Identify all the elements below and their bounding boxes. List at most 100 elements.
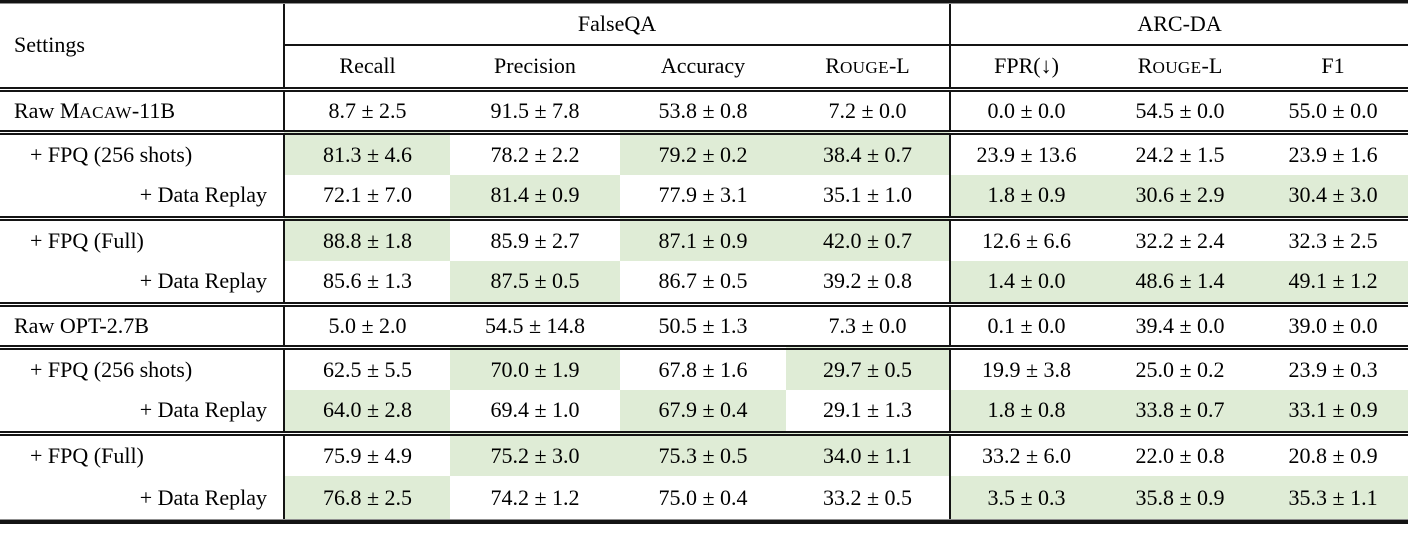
metric-cell: 76.8 ± 2.5 xyxy=(283,476,450,519)
metric-cell: 29.1 ± 1.3 xyxy=(786,390,951,436)
table-row: + Data Replay 76.8 ± 2.5 74.2 ± 1.2 75.0 ± … xyxy=(0,476,1408,519)
column-header-rouge-l-falseqa: Rouge-L xyxy=(786,45,951,92)
table-row: + Data Replay 64.0 ± 2.8 69.4 ± 1.0 67.9 ± … xyxy=(0,390,1408,436)
column-header-row: Recall Precision Accuracy Rouge-L FPR(↓)… xyxy=(0,45,1408,92)
table-row: + FPQ (256 shots) 62.5 ± 5.5 70.0 ± 1.9 67.… xyxy=(0,347,1408,390)
metric-cell: 29.7 ± 0.5 xyxy=(786,347,951,390)
metric-cell: 20.8 ± 0.9 xyxy=(1288,442,1378,468)
metric-cell: 69.4 ± 1.0 xyxy=(450,390,620,436)
table-row: + Data Replay 85.6 ± 1.3 87.5 ± 0.5 86.7 ± … xyxy=(0,261,1408,307)
metric-cell: 74.2 ± 1.2 xyxy=(490,484,580,510)
table-row: + FPQ (Full) 75.9 ± 4.9 75.2 ± 3.0 75.3 ± 0… xyxy=(0,433,1408,476)
table-body: Raw Macaw-11B 8.7 ± 2.5 91.5 ± 7.8 53.8 ± 0… xyxy=(0,89,1408,519)
settings-label: + FPQ (Full) xyxy=(0,433,284,476)
rouge-post: -L xyxy=(1201,53,1223,79)
group-header-falseqa: FalseQA xyxy=(282,4,951,46)
metric-cell: 35.8 ± 0.9 xyxy=(1102,476,1259,519)
metric-cell: 70.0 ± 1.9 xyxy=(450,347,620,390)
metric-cell: 33.8 ± 0.7 xyxy=(1102,390,1259,436)
metric-cell: 67.9 ± 0.4 xyxy=(620,390,786,436)
label-text-part: Raw OPT-2.7B xyxy=(14,312,149,338)
table-row: + FPQ (256 shots) 81.3 ± 4.6 78.2 ± 2.2 79.… xyxy=(0,132,1408,175)
metric-cell: 7.2 ± 0.0 xyxy=(786,89,951,135)
metric-cell: 55.0 ± 0.0 xyxy=(1258,89,1408,135)
table-bottom-rule xyxy=(0,519,1408,524)
metric-cell: 62.5 ± 5.5 xyxy=(283,347,450,390)
metric-cell: 42.0 ± 0.7 xyxy=(786,218,951,261)
settings-label: + Data Replay xyxy=(0,390,284,436)
metric-cell: 54.5 ± 14.8 xyxy=(450,304,620,350)
metric-cell: 23.9 ± 0.3 xyxy=(1288,356,1378,382)
metric-cell: 81.3 ± 4.6 xyxy=(283,132,450,175)
column-header-accuracy: Accuracy xyxy=(620,45,786,92)
metric-cell: 81.4 ± 0.9 xyxy=(450,175,620,221)
label-text-part: -11B xyxy=(131,97,175,123)
metric-cell: 87.1 ± 0.9 xyxy=(620,218,786,261)
metric-cell: 88.8 ± 1.8 xyxy=(283,218,450,261)
metric-cell: 23.9 ± 13.6 xyxy=(949,132,1103,175)
metric-cell: 75.9 ± 4.9 xyxy=(283,433,450,476)
metric-cell: 30.6 ± 2.9 xyxy=(1102,175,1259,221)
metric-cell: 50.5 ± 1.3 xyxy=(620,304,786,350)
metric-cell: 33.2 ± 0.5 xyxy=(822,484,913,510)
metric-cell: 67.8 ± 1.6 xyxy=(658,356,748,382)
table-row: + Data Replay 72.1 ± 7.0 81.4 ± 0.9 77.9 ± … xyxy=(0,175,1408,221)
rouge-smallcaps: ouge xyxy=(839,58,889,78)
label-text-part: + FPQ (Full) xyxy=(30,227,144,253)
table-row: Raw Macaw-11B 8.7 ± 2.5 91.5 ± 7.8 53.8 ± 0… xyxy=(0,89,1408,135)
results-table-container: Settings FalseQA ARC-DA Recall Precision… xyxy=(0,0,1408,524)
metric-cell: 0.1 ± 0.0 xyxy=(949,304,1103,350)
metric-cell: 75.0 ± 0.4 xyxy=(658,484,748,510)
label-text-part: + FPQ (Full) xyxy=(30,442,144,468)
group-header-row: Settings FalseQA ARC-DA xyxy=(0,4,1408,92)
metric-cell: 3.5 ± 0.3 xyxy=(949,476,1103,519)
metric-cell: 7.3 ± 0.0 xyxy=(786,304,951,350)
settings-label: + FPQ (Full) xyxy=(0,218,284,261)
metric-cell: 32.2 ± 2.4 xyxy=(1135,227,1225,253)
settings-label: + FPQ (256 shots) xyxy=(0,347,284,390)
metric-cell: 75.2 ± 3.0 xyxy=(450,433,620,476)
settings-label: + FPQ (256 shots) xyxy=(0,132,284,175)
metric-cell: 77.9 ± 3.1 xyxy=(620,175,786,221)
label-text-part: + FPQ (256 shots) xyxy=(30,141,193,167)
metric-cell: 39.0 ± 0.0 xyxy=(1258,304,1408,350)
rouge-pre: R xyxy=(1137,53,1153,79)
metric-cell: 30.4 ± 3.0 xyxy=(1258,175,1408,221)
rouge-post: -L xyxy=(888,53,910,79)
rouge-smallcaps: ouge xyxy=(1152,58,1202,78)
metric-cell: 35.3 ± 1.1 xyxy=(1258,476,1408,519)
settings-label: + Data Replay xyxy=(0,261,284,307)
metric-cell: 79.2 ± 0.2 xyxy=(620,132,786,175)
table-row: + FPQ (Full) 88.8 ± 1.8 85.9 ± 2.7 87.1 ± 0… xyxy=(0,218,1408,261)
column-header-precision: Precision xyxy=(450,45,620,92)
metric-cell: 1.8 ± 0.9 xyxy=(949,175,1103,221)
metric-cell: 25.0 ± 0.2 xyxy=(1135,356,1225,382)
settings-label: Raw Macaw-11B xyxy=(0,89,284,135)
rouge-pre: R xyxy=(825,53,840,79)
label-smallcaps-part: acaw xyxy=(79,102,132,122)
metric-cell: 23.9 ± 1.6 xyxy=(1288,141,1378,167)
column-header-recall: Recall xyxy=(283,45,450,92)
metric-cell: 49.1 ± 1.2 xyxy=(1258,261,1408,307)
metric-cell: 5.0 ± 2.0 xyxy=(283,304,450,350)
table-top-rule xyxy=(0,0,1408,4)
settings-header: Settings xyxy=(0,4,284,92)
label-text-part: + Data Replay xyxy=(139,268,267,294)
metric-cell: 78.2 ± 2.2 xyxy=(490,141,580,167)
metric-cell: 86.7 ± 0.5 xyxy=(620,261,786,307)
group-header-arcda: ARC-DA xyxy=(949,4,1408,46)
metric-cell: 32.3 ± 2.5 xyxy=(1288,227,1378,253)
metric-cell: 75.3 ± 0.5 xyxy=(620,433,786,476)
metric-cell: 53.8 ± 0.8 xyxy=(620,89,786,135)
metric-cell: 72.1 ± 7.0 xyxy=(283,175,450,221)
metric-cell: 22.0 ± 0.8 xyxy=(1135,442,1225,468)
metric-cell: 0.0 ± 0.0 xyxy=(949,89,1103,135)
column-header-f1: F1 xyxy=(1258,45,1408,92)
metric-cell: 87.5 ± 0.5 xyxy=(450,261,620,307)
column-header-rouge-l-arcda: Rouge-L xyxy=(1102,45,1259,92)
metric-cell: 1.8 ± 0.8 xyxy=(949,390,1103,436)
metric-cell: 33.1 ± 0.9 xyxy=(1258,390,1408,436)
label-text-part: + Data Replay xyxy=(139,397,267,423)
table-header: Settings FalseQA ARC-DA Recall Precision… xyxy=(0,4,1408,92)
results-table: Settings FalseQA ARC-DA Recall Precision… xyxy=(0,4,1408,519)
